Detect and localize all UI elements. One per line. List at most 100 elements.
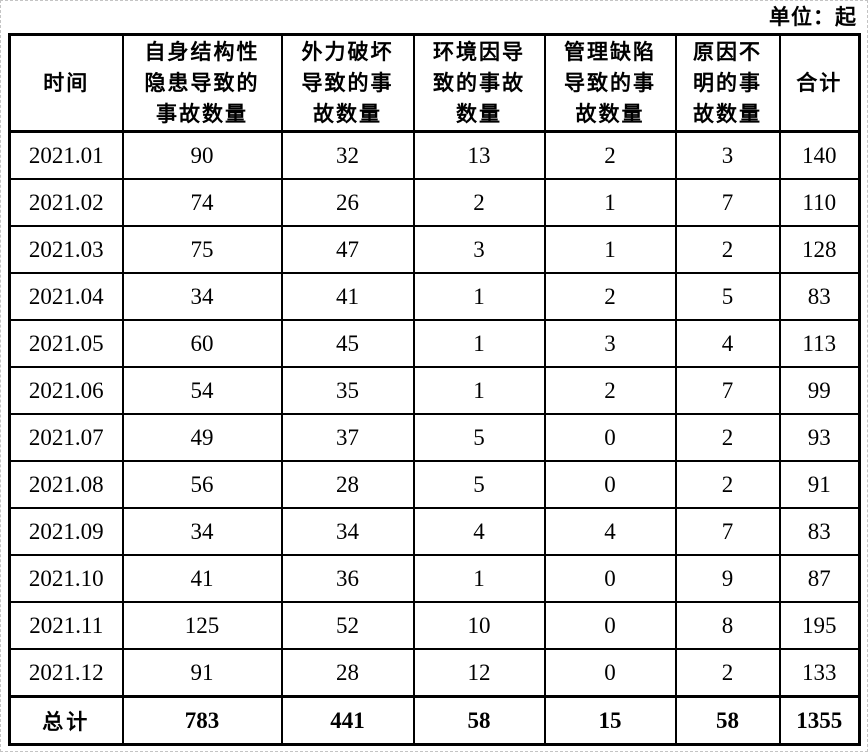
value-cell: 8: [674, 601, 781, 650]
value-cell: 4: [543, 507, 677, 556]
table-row: 2021.11 125 52 10 0 8 195: [8, 601, 861, 650]
value-cell: 7: [674, 366, 781, 415]
value-cell: 41: [280, 272, 415, 321]
table-total-row: 总计 783 441 58 15 58 1355: [8, 695, 861, 746]
value-cell: 28: [280, 648, 415, 698]
time-cell: 2021.06: [8, 366, 124, 415]
table-row: 2021.10 41 36 1 0 9 87: [8, 554, 861, 603]
value-cell: 56: [121, 460, 283, 509]
value-cell: 2: [674, 413, 781, 462]
value-cell: 5: [412, 413, 546, 462]
value-cell: 10: [412, 601, 546, 650]
value-cell: 0: [543, 460, 677, 509]
value-cell: 12: [412, 648, 546, 698]
value-cell: 0: [543, 648, 677, 698]
col-header-unknown-cause: 原因不 明的事 故数量: [674, 33, 781, 133]
table-row: 2021.05 60 45 1 3 4 113: [8, 319, 861, 368]
total-value-cell: 15: [543, 695, 677, 746]
row-total-cell: 83: [778, 272, 861, 321]
table-row: 2021.12 91 28 12 0 2 133: [8, 648, 861, 698]
value-cell: 75: [121, 225, 283, 274]
row-total-cell: 110: [778, 178, 861, 227]
col-header-management-defect: 管理缺陷 导致的事 故数量: [543, 33, 677, 133]
total-value-cell: 58: [412, 695, 546, 746]
time-cell: 2021.03: [8, 225, 124, 274]
value-cell: 52: [280, 601, 415, 650]
value-cell: 2: [543, 272, 677, 321]
row-total-cell: 83: [778, 507, 861, 556]
row-total-cell: 87: [778, 554, 861, 603]
value-cell: 13: [412, 130, 546, 180]
value-cell: 1: [412, 319, 546, 368]
value-cell: 4: [412, 507, 546, 556]
value-cell: 9: [674, 554, 781, 603]
row-total-cell: 93: [778, 413, 861, 462]
total-value-cell: 441: [280, 695, 415, 746]
value-cell: 28: [280, 460, 415, 509]
value-cell: 3: [543, 319, 677, 368]
value-cell: 5: [412, 460, 546, 509]
value-cell: 1: [543, 225, 677, 274]
col-header-external-force: 外力破坏 导致的事 故数量: [280, 33, 415, 133]
row-total-cell: 195: [778, 601, 861, 650]
value-cell: 32: [280, 130, 415, 180]
value-cell: 91: [121, 648, 283, 698]
value-cell: 49: [121, 413, 283, 462]
total-value-cell: 783: [121, 695, 283, 746]
value-cell: 74: [121, 178, 283, 227]
accident-statistics-table: 时间 自身结构性 隐患导致的 事故数量 外力破坏 导致的事 故数量 环境因导 致…: [8, 33, 861, 746]
value-cell: 0: [543, 413, 677, 462]
time-cell: 2021.05: [8, 319, 124, 368]
value-cell: 1: [412, 272, 546, 321]
value-cell: 3: [412, 225, 546, 274]
value-cell: 45: [280, 319, 415, 368]
value-cell: 36: [280, 554, 415, 603]
table-row: 2021.04 34 41 1 2 5 83: [8, 272, 861, 321]
time-cell: 2021.11: [8, 601, 124, 650]
time-cell: 2021.12: [8, 648, 124, 698]
row-total-cell: 99: [778, 366, 861, 415]
value-cell: 0: [543, 554, 677, 603]
value-cell: 1: [543, 178, 677, 227]
value-cell: 60: [121, 319, 283, 368]
value-cell: 34: [121, 272, 283, 321]
value-cell: 2: [543, 130, 677, 180]
value-cell: 26: [280, 178, 415, 227]
value-cell: 5: [674, 272, 781, 321]
time-cell: 2021.09: [8, 507, 124, 556]
row-total-cell: 113: [778, 319, 861, 368]
value-cell: 2: [674, 460, 781, 509]
value-cell: 0: [543, 601, 677, 650]
value-cell: 7: [674, 178, 781, 227]
time-cell: 2021.10: [8, 554, 124, 603]
value-cell: 34: [121, 507, 283, 556]
total-value-cell: 58: [674, 695, 781, 746]
value-cell: 47: [280, 225, 415, 274]
value-cell: 90: [121, 130, 283, 180]
table-row: 2021.07 49 37 5 0 2 93: [8, 413, 861, 462]
value-cell: 2: [674, 648, 781, 698]
col-header-structural-defect: 自身结构性 隐患导致的 事故数量: [121, 33, 283, 133]
row-total-cell: 91: [778, 460, 861, 509]
table-row: 2021.01 90 32 13 2 3 140: [8, 130, 861, 180]
table-row: 2021.09 34 34 4 4 7 83: [8, 507, 861, 556]
value-cell: 2: [412, 178, 546, 227]
time-cell: 2021.07: [8, 413, 124, 462]
value-cell: 37: [280, 413, 415, 462]
time-cell: 2021.02: [8, 178, 124, 227]
table-row: 2021.08 56 28 5 0 2 91: [8, 460, 861, 509]
value-cell: 41: [121, 554, 283, 603]
row-total-cell: 128: [778, 225, 861, 274]
table-row: 2021.03 75 47 3 1 2 128: [8, 225, 861, 274]
row-total-cell: 133: [778, 648, 861, 698]
col-header-time: 时间: [8, 33, 124, 133]
row-total-cell: 140: [778, 130, 861, 180]
value-cell: 2: [674, 225, 781, 274]
value-cell: 2: [543, 366, 677, 415]
table-row: 2021.02 74 26 2 1 7 110: [8, 178, 861, 227]
table-header-row: 时间 自身结构性 隐患导致的 事故数量 外力破坏 导致的事 故数量 环境因导 致…: [8, 33, 861, 133]
grand-total-cell: 1355: [778, 695, 861, 746]
value-cell: 54: [121, 366, 283, 415]
value-cell: 4: [674, 319, 781, 368]
